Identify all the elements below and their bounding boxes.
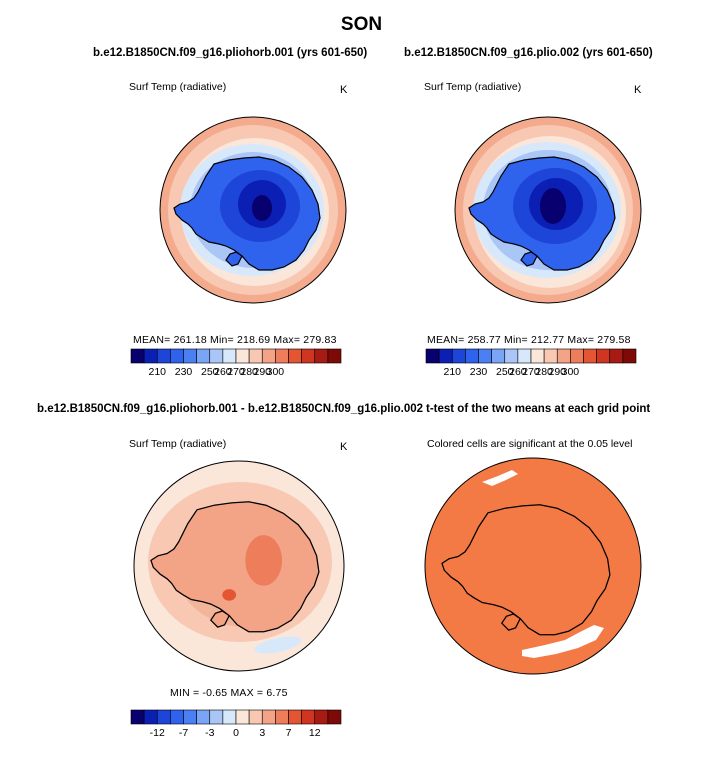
colorbar-cell <box>314 348 329 364</box>
colorbar-tick-label: 300 <box>561 366 580 378</box>
map-border-top-left <box>159 116 347 304</box>
colorbar-cell <box>170 709 184 725</box>
variable-label-bottom-left: Surf Temp (radiative) <box>129 438 227 450</box>
figure-title: SON <box>340 14 383 35</box>
colorbar-tick-label: -3 <box>205 727 215 739</box>
colorbar-cell <box>517 348 532 364</box>
colorbar-cell <box>261 348 276 364</box>
colorbar-cell <box>609 348 624 364</box>
colorbar-tick-label: 260 <box>214 366 232 378</box>
colorbar-cell <box>425 348 440 364</box>
colorbar-cell <box>596 348 611 364</box>
variable-label-top-right: Surf Temp (radiative) <box>424 81 522 93</box>
panel-title-top-right: b.e12.B1850CN.f09_g16.plio.002 (yrs 601-… <box>404 47 653 59</box>
colorbar-cell <box>465 348 479 364</box>
colorbar-tick-label: 230 <box>469 366 488 378</box>
colorbar-top-left <box>130 348 342 364</box>
colorbar-tick-label: 210 <box>148 366 167 378</box>
colorbar-cell <box>222 348 237 364</box>
colorbar-cell <box>314 709 329 725</box>
colorbar-cell <box>301 348 316 364</box>
colorbar-cell <box>491 348 506 364</box>
colorbar-cell <box>327 348 342 364</box>
colorbar-cell <box>248 348 263 364</box>
colorbar-tick-label: 280 <box>535 366 553 378</box>
colorbar-tick-label: 270 <box>227 366 245 378</box>
map-bottom-left <box>134 461 344 671</box>
colorbar-cell <box>261 709 276 725</box>
colorbar-cell <box>451 348 466 364</box>
colorbar-cell <box>622 348 637 364</box>
variable-label-top-left: Surf Temp (radiative) <box>129 81 227 93</box>
panel-title-bottom-left: b.e12.B1850CN.f09_g16.pliohorb.001 - b.e… <box>37 403 424 415</box>
colorbar-tick-label: 230 <box>174 366 193 378</box>
colorbar-cell <box>543 348 558 364</box>
colorbar-cell <box>235 709 250 725</box>
colorbar-cell <box>196 348 211 364</box>
colorbar-cell <box>130 709 145 725</box>
stats-top-right: MEAN= 258.77 Min= 212.77 Max= 279.58 <box>427 334 631 346</box>
colorbar-tick-label: 270 <box>522 366 540 378</box>
colorbar-cell <box>288 348 302 364</box>
colorbar-bottom-left <box>130 709 342 725</box>
unit-label-bottom-left: K <box>340 441 348 453</box>
map-border-bottom-right <box>424 457 642 675</box>
colorbar-cell <box>275 709 289 725</box>
colorbar-cell <box>556 348 571 364</box>
map-border-top-right <box>454 116 642 304</box>
map-bottom-right <box>425 458 641 674</box>
colorbar-cell <box>156 709 171 725</box>
stats-bottom-left: MIN = -0.65 MAX = 6.75 <box>170 687 288 699</box>
colorbar-tick-label: 210 <box>443 366 462 378</box>
colorbar-cell <box>143 709 158 725</box>
colorbar-tick-label: 12 <box>308 727 321 739</box>
colorbar-cell <box>170 348 184 364</box>
colorbar-cell <box>275 348 289 364</box>
colorbar-tick-label: 290 <box>253 366 272 378</box>
colorbar-cell <box>504 348 519 364</box>
map-top-right <box>455 117 641 303</box>
colorbar-tick-label: -7 <box>178 727 189 739</box>
colorbar-tick-label: 3 <box>259 727 266 739</box>
stats-top-left: MEAN= 261.18 Min= 218.69 Max= 279.83 <box>133 334 337 346</box>
significance-note: Colored cells are significant at the 0.0… <box>427 438 633 450</box>
colorbar-cell <box>196 709 211 725</box>
map-top-left <box>160 117 346 303</box>
colorbar-cell <box>183 709 197 725</box>
unit-label-top-left: K <box>340 84 348 96</box>
colorbar-cell <box>143 348 158 364</box>
colorbar-cell <box>583 348 597 364</box>
colorbar-cell <box>156 348 171 364</box>
colorbar-cell <box>530 348 545 364</box>
colorbar-cell <box>327 709 342 725</box>
colorbar-cell <box>288 709 302 725</box>
colorbar-tick-label: 260 <box>509 366 527 378</box>
colorbar-tick-label: 7 <box>285 727 292 739</box>
colorbar-cell <box>235 348 250 364</box>
unit-label-top-right: K <box>634 84 642 96</box>
colorbar-cell <box>301 709 316 725</box>
colorbar-tick-label: 290 <box>548 366 567 378</box>
map-border-bottom-left <box>133 460 345 672</box>
colorbar-cell <box>222 709 237 725</box>
colorbar-tick-label: 280 <box>240 366 258 378</box>
colorbar-tick-label: 250 <box>495 366 514 378</box>
panel-title-top-left: b.e12.B1850CN.f09_g16.pliohorb.001 (yrs … <box>93 47 368 59</box>
colorbar-cell <box>130 348 145 364</box>
colorbar-cell <box>478 348 492 364</box>
colorbar-cell <box>183 348 197 364</box>
colorbar-tick-label: -12 <box>149 727 165 739</box>
panel-title-bottom-right: t-test of the two means at each grid poi… <box>426 403 651 415</box>
colorbar-cell <box>209 709 224 725</box>
colorbar-tick-label: 300 <box>266 366 285 378</box>
colorbar-cell <box>570 348 584 364</box>
colorbar-top-right <box>425 348 637 364</box>
colorbar-cell <box>248 709 263 725</box>
colorbar-tick-label: 0 <box>233 727 239 739</box>
colorbar-cell <box>209 348 224 364</box>
colorbar-tick-label: 250 <box>200 366 219 378</box>
colorbar-cell <box>438 348 453 364</box>
